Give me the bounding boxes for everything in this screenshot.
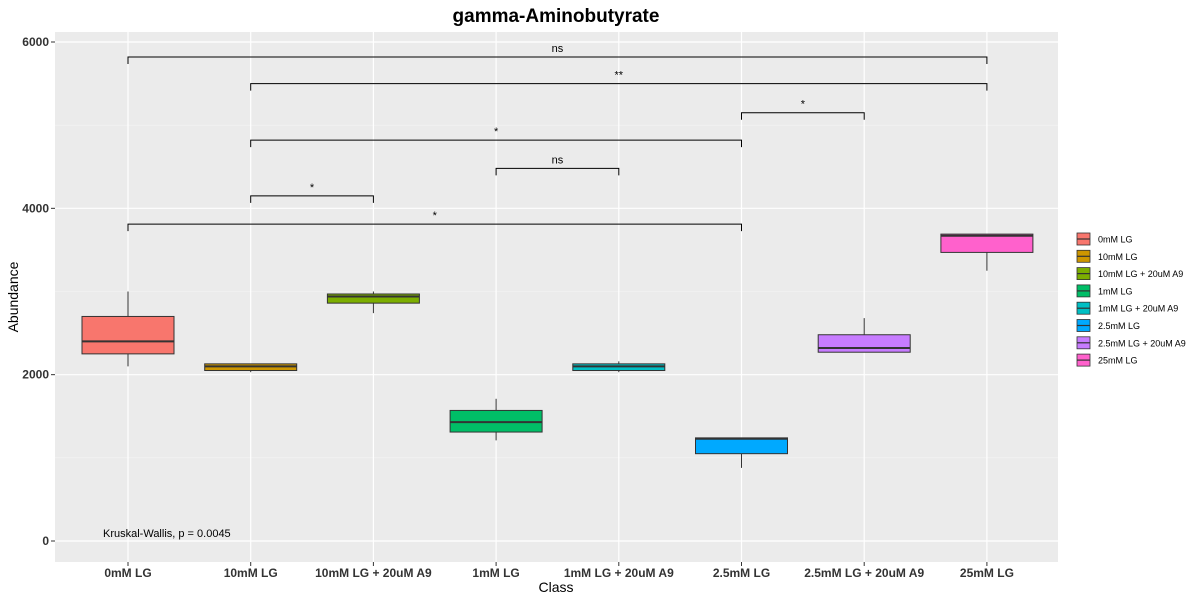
box-10mm-lg-20um-a9 — [326, 291, 420, 314]
chart-title: gamma-Aminobutyrate — [453, 6, 660, 27]
significance-label: * — [433, 210, 438, 222]
box-layer — [81, 233, 1034, 468]
grid-layer — [55, 32, 1058, 562]
significance-label: ** — [615, 70, 624, 82]
legend-label: 10mM LG — [1098, 252, 1138, 262]
box-iqr — [817, 334, 911, 353]
comparison-bracket — [250, 195, 374, 203]
legend-label: 1mM LG — [1098, 286, 1133, 296]
y-tick-label: 4000 — [22, 201, 49, 215]
y-tick-label: 2000 — [22, 368, 49, 382]
comparison-bracket — [127, 223, 742, 232]
kruskal-wallis-annotation: Kruskal-Wallis, p = 0.0045 — [103, 528, 231, 540]
comparison-bracket — [741, 112, 865, 120]
legend: 0mM LG 10mM LG 10mM LG + 20uM A9 1mM LG 1mM … — [1076, 232, 1186, 367]
box-iqr — [326, 293, 420, 304]
legend-label: 2.5mM LG — [1098, 321, 1140, 331]
significance-label: * — [494, 126, 499, 138]
legend-label: 0mM LG — [1098, 235, 1133, 245]
legend-entry: 10mM LG + 20uM A9 — [1076, 267, 1183, 281]
legend-entry: 10mM LG — [1076, 249, 1138, 263]
comparison-bracket — [250, 139, 742, 148]
box-0mm-lg — [81, 291, 175, 367]
x-tick-label: 2.5mM LG + 20uM A9 — [804, 566, 924, 580]
box-2-5mm-lg — [695, 437, 788, 468]
box-iqr — [695, 437, 788, 455]
box-10mm-lg — [204, 363, 298, 373]
x-tick-label: 25mM LG — [960, 566, 1014, 580]
legend-label: 1mM LG + 20uM A9 — [1098, 304, 1178, 314]
box-1mm-lg — [449, 398, 543, 441]
legend-entry: 1mM LG + 20uM A9 — [1076, 301, 1178, 315]
legend-entry: 2.5mM LG + 20uM A9 — [1076, 336, 1186, 350]
comparison-brackets: ns****ns** — [127, 43, 988, 232]
legend-label: 25mM LG — [1098, 356, 1138, 366]
x-axis-label: Class — [538, 579, 573, 595]
x-tick-label: 2.5mM LG — [713, 566, 770, 580]
x-tick-label: 0mM LG — [104, 566, 151, 580]
box-iqr — [81, 315, 175, 355]
box-iqr — [940, 233, 1034, 253]
legend-label: 10mM LG + 20uM A9 — [1098, 269, 1183, 279]
y-axis-label: Abundance — [5, 261, 21, 332]
x-tick-label: 1mM LG + 20uM A9 — [564, 566, 674, 580]
significance-label: ns — [552, 154, 564, 166]
box-1mm-lg-20um-a9 — [572, 361, 666, 373]
box-2-5mm-lg-20um-a9 — [817, 318, 911, 353]
legend-entry: 1mM LG — [1076, 284, 1133, 298]
y-tick-label: 0 — [42, 534, 49, 548]
significance-label: * — [801, 99, 806, 111]
comparison-bracket — [127, 56, 988, 64]
axis-layer: 0 2000 4000 6000 0mM LG 10mM LG 10mM LG + 20uM… — [22, 35, 1014, 580]
significance-label: ns — [552, 43, 564, 55]
x-tick-label: 10mM LG + 20uM A9 — [315, 566, 432, 580]
legend-entry: 0mM LG — [1076, 232, 1133, 246]
legend-entry: 2.5mM LG — [1076, 319, 1140, 332]
y-tick-label: 6000 — [22, 35, 49, 49]
comparison-bracket — [250, 83, 988, 91]
x-tick-label: 1mM LG — [472, 566, 519, 580]
box-25mm-lg — [940, 233, 1034, 271]
significance-label: * — [310, 182, 315, 194]
legend-label: 2.5mM LG + 20uM A9 — [1098, 338, 1186, 348]
x-tick-label: 10mM LG — [224, 566, 278, 580]
legend-entry: 25mM LG — [1076, 353, 1138, 367]
plot-background — [55, 32, 1058, 562]
comparison-bracket — [495, 167, 620, 176]
